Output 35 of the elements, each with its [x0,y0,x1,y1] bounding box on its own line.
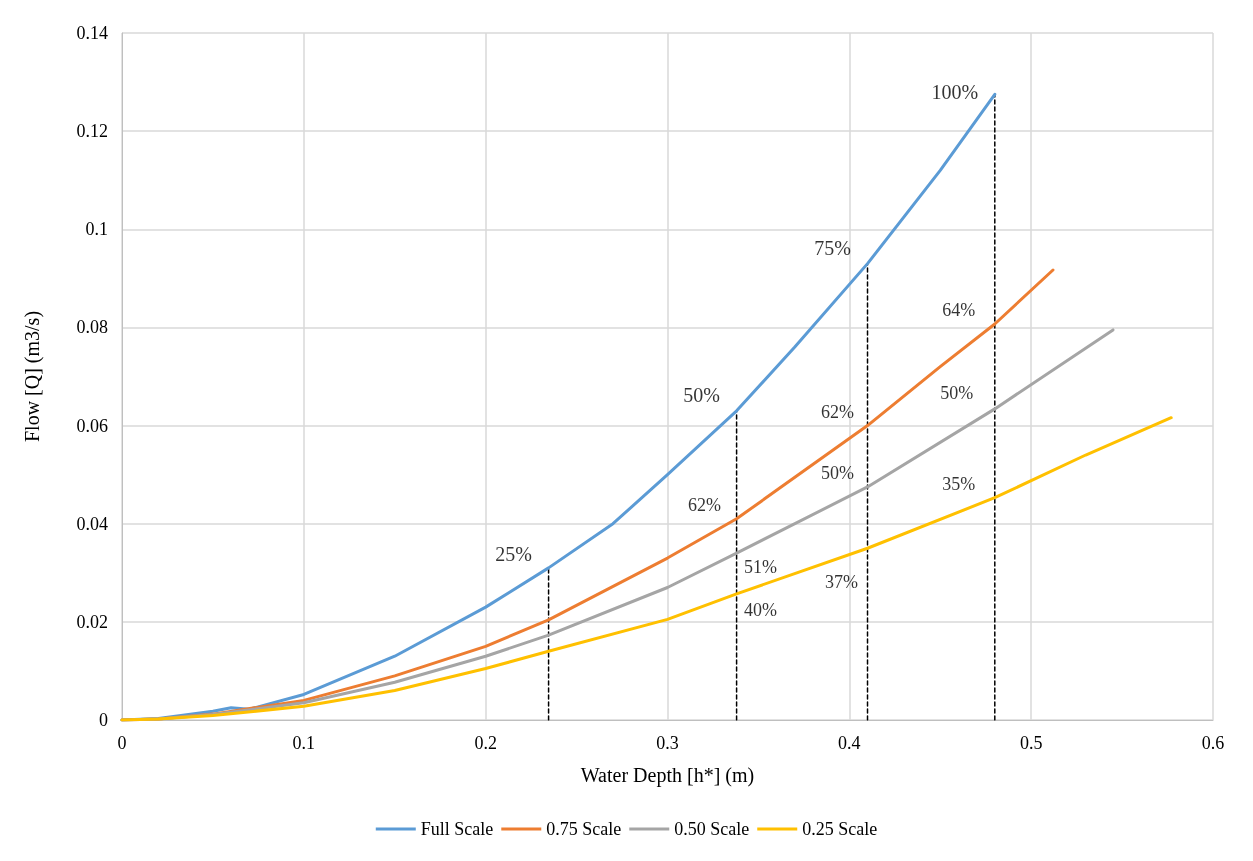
annotation: 62% [821,401,855,422]
y-tick-label: 0.12 [76,121,108,142]
annotation: 62% [688,494,722,515]
y-tick-label: 0.14 [76,23,108,43]
legend-label: 0.50 Scale [674,819,750,839]
legend-label: Full Scale [420,819,494,839]
annotation: 100% [931,81,979,104]
x-tick-label: 0.5 [1019,733,1043,753]
y-tick-label: 0.02 [76,611,108,632]
x-tick-label: 0.2 [474,733,497,753]
y-axis-title: Flow [Q] (m3/s) [21,310,44,443]
annotation: 35% [942,473,976,494]
x-tick-label: 0.6 [1201,733,1225,753]
y-tick-label: 0.1 [85,219,108,240]
x-tick-label: 0.1 [292,733,316,753]
legend-label: 0.75 Scale [546,819,622,839]
legend-label: 0.25 Scale [802,819,878,839]
x-tick-label: 0.3 [656,733,679,753]
annotation: 25% [495,542,532,565]
annotation: 50% [683,383,720,406]
annotation: 64% [942,299,976,320]
annotation: 50% [940,382,974,403]
y-tick-label: 0.04 [76,513,108,534]
annotation: 40% [744,599,778,620]
y-tick-label: 0.08 [76,317,108,338]
annotation: 51% [744,557,778,578]
x-tick-label: 0 [117,733,127,753]
annotation: 75% [814,236,851,259]
y-tick-label: 0 [99,710,108,730]
line-series [120,416,1173,722]
x-tick-label: 0.4 [838,733,861,753]
x-axis-title: Water Depth [h*] (m) [580,764,755,787]
y-tick-label: 0.06 [76,415,108,436]
annotation: 37% [825,572,859,593]
annotation: 50% [821,462,855,483]
